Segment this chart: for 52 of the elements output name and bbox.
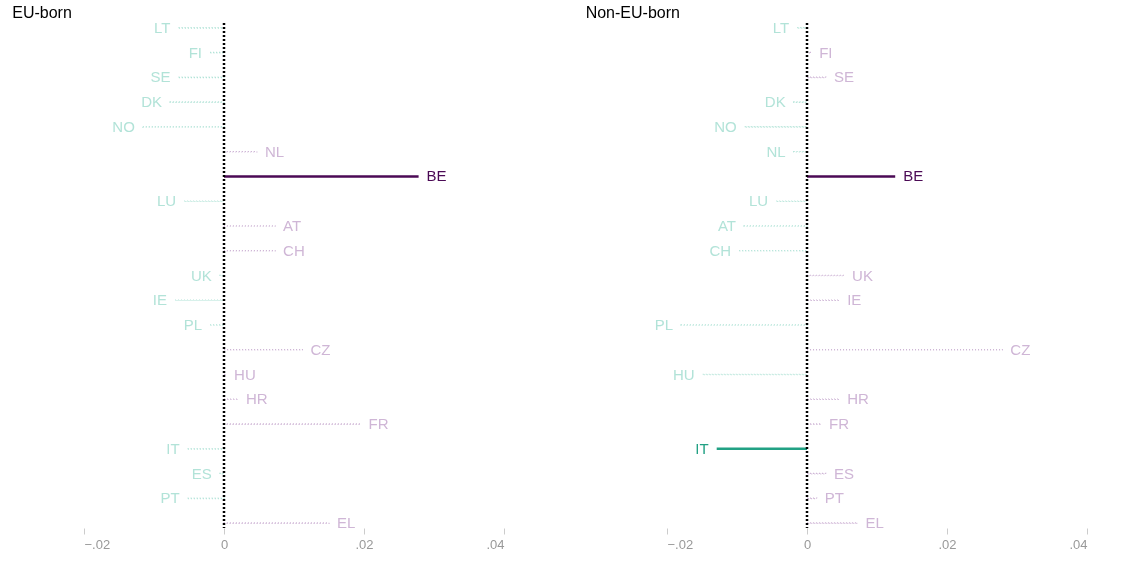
- y-tick-label: PL: [183, 316, 202, 334]
- y-tick-label: DK: [764, 93, 786, 111]
- x-tick-label: −.02: [84, 536, 111, 552]
- chart-title: Non-EU-born: [585, 3, 680, 21]
- y-tick-label: IE: [152, 291, 167, 309]
- y-tick-label: ES: [191, 464, 212, 482]
- y-tick-label: ES: [833, 464, 854, 482]
- x-tick-label: .02: [938, 536, 957, 552]
- y-tick-label: LT: [772, 18, 790, 36]
- y-tick-label: UK: [190, 266, 212, 284]
- y-tick-label: NO: [714, 117, 737, 135]
- y-tick-label: HU: [234, 365, 256, 383]
- y-tick-label: NO: [112, 117, 135, 135]
- y-tick-label: FI: [819, 43, 833, 61]
- y-tick-label: IT: [695, 439, 709, 457]
- y-tick-label: CH: [283, 241, 305, 259]
- y-tick-label: IE: [847, 291, 862, 309]
- y-tick-label: EL: [865, 514, 884, 532]
- y-tick-label: LU: [156, 192, 177, 210]
- y-tick-label: IT: [166, 439, 180, 457]
- y-tick-label: FR: [368, 415, 389, 433]
- x-tick-label: .02: [355, 536, 374, 552]
- y-tick-label: PT: [160, 489, 180, 507]
- y-tick-label: CZ: [1010, 340, 1031, 358]
- y-tick-label: CH: [709, 241, 732, 259]
- chart-title: EU-born: [12, 3, 72, 21]
- y-tick-label: AT: [283, 216, 302, 234]
- y-tick-label: SE: [150, 68, 171, 86]
- y-tick-label: BE: [426, 167, 447, 185]
- y-tick-label: DK: [141, 93, 163, 111]
- y-tick-label: CZ: [310, 340, 331, 358]
- y-tick-label: BE: [903, 167, 924, 185]
- y-tick-label: NL: [766, 142, 786, 160]
- y-tick-label: SE: [833, 68, 854, 86]
- y-tick-label: NL: [264, 142, 285, 160]
- y-tick-label: HR: [847, 390, 870, 408]
- x-tick-label: −.02: [667, 536, 694, 552]
- y-tick-label: LT: [154, 18, 171, 36]
- x-tick-label: .04: [486, 536, 505, 552]
- y-tick-label: FR: [829, 415, 850, 433]
- y-tick-label: EL: [337, 514, 356, 532]
- x-tick-label: .04: [1069, 536, 1088, 552]
- x-tick-label: 0: [220, 536, 229, 552]
- y-tick-label: FI: [188, 43, 202, 61]
- y-tick-label: PL: [654, 316, 673, 334]
- x-tick-label: 0: [803, 536, 812, 552]
- y-tick-label: PT: [824, 489, 844, 507]
- y-tick-label: LU: [749, 192, 769, 210]
- y-tick-label: UK: [852, 266, 873, 284]
- y-tick-label: AT: [717, 216, 736, 234]
- y-tick-label: HU: [673, 365, 695, 383]
- y-tick-label: HR: [246, 390, 268, 408]
